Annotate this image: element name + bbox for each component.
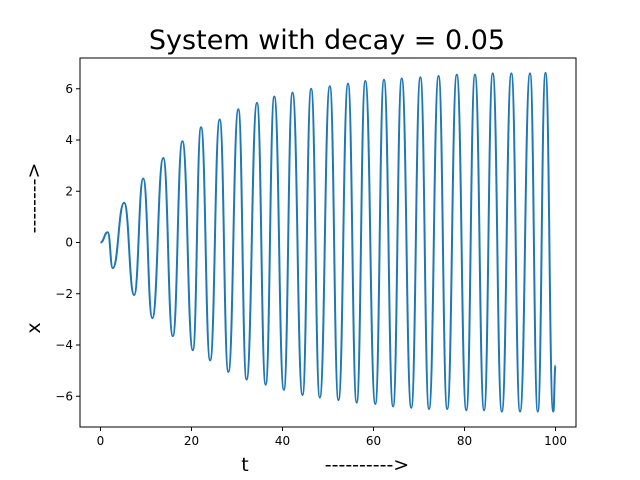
x-axis-label: t	[241, 454, 248, 476]
y-tick-label: 4	[65, 133, 73, 147]
chart-title: System with decay = 0.05	[149, 25, 505, 56]
x-tick-label: 100	[544, 434, 567, 448]
y-tick-label: 6	[65, 82, 73, 96]
plot-area	[100, 71, 557, 413]
series-line-0	[100, 71, 557, 413]
x-tick-label: 60	[366, 434, 381, 448]
x-tick-label: 80	[457, 434, 472, 448]
y-axis: −6 −4 −2 0 2 4 6	[55, 82, 80, 403]
x-axis-arrow: ---------->	[325, 454, 409, 476]
y-tick-label: 0	[65, 236, 73, 250]
x-tick-label: 20	[184, 434, 199, 448]
y-axis-arrow: -------->	[23, 163, 45, 234]
x-tick-label: 40	[275, 434, 290, 448]
y-tick-label: −2	[55, 287, 73, 301]
x-axis: 0 20 40 60 80 100	[97, 427, 567, 448]
y-tick-label: 2	[65, 184, 73, 198]
y-axis-label: x	[23, 322, 45, 333]
y-tick-label: −4	[55, 338, 73, 352]
y-tick-label: −6	[55, 389, 73, 403]
x-tick-label: 0	[97, 434, 105, 448]
